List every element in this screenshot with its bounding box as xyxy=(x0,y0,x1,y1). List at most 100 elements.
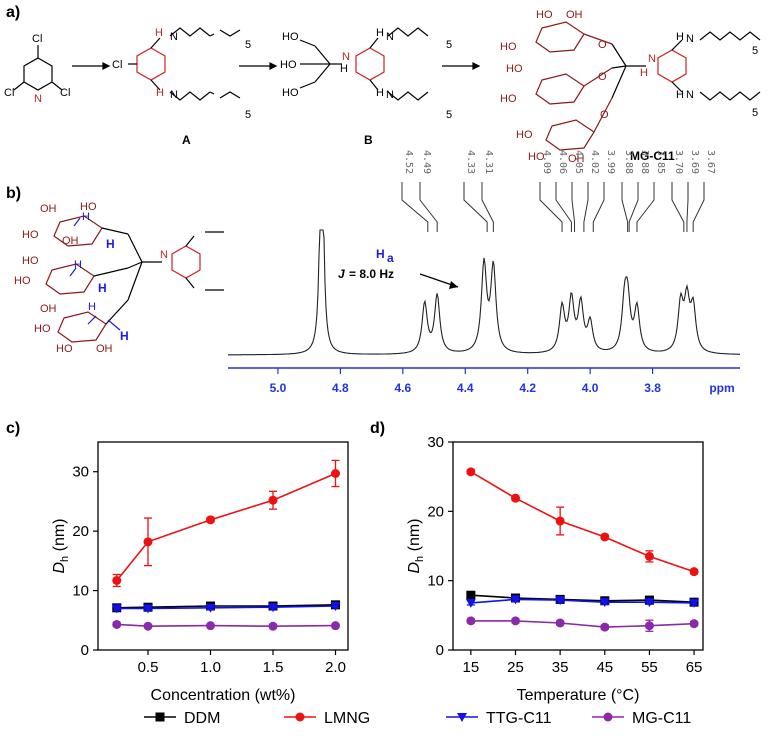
data-point-lmng xyxy=(511,493,520,503)
y-axis-symbol: D xyxy=(406,562,423,574)
nmr-peak-label: 3.69 xyxy=(689,150,700,174)
series-line-lmng xyxy=(470,471,695,573)
x-tick-label: 35 xyxy=(552,659,569,676)
data-point-lmng xyxy=(143,537,153,547)
synthesis-scheme xyxy=(13,21,761,151)
data-point-ttg-c11 xyxy=(644,598,655,608)
atom-ho: HO xyxy=(56,343,73,355)
data-point-ttg-c11 xyxy=(689,598,700,608)
chain-repeat: 5 xyxy=(245,109,251,121)
legend: DDM LMNG TTG-C11 MG-C11 xyxy=(144,710,691,727)
nmr-tick-label: 4.8 xyxy=(332,381,349,395)
atom-ho: HO xyxy=(34,323,51,335)
atom-oh: OH xyxy=(40,203,57,215)
data-point-ttg-c11 xyxy=(330,602,341,612)
data-point-lmng xyxy=(112,575,122,585)
nmr-tick-label: 3.8 xyxy=(644,381,661,395)
x-axis-label: Temperature (°C) xyxy=(517,687,640,704)
atom-oh: OH xyxy=(568,153,585,165)
legend-marker-lmng xyxy=(295,712,305,722)
x-tick-label: 2.0 xyxy=(325,659,346,676)
nmr-peak-leader xyxy=(571,182,576,232)
data-point-mg-c11 xyxy=(689,619,699,629)
x-axis-label: Concentration (wt%) xyxy=(151,687,296,704)
atom-h: H xyxy=(155,27,163,39)
y-axis-symbol: D xyxy=(51,562,68,574)
atom-ho: HO xyxy=(14,275,31,287)
nmr-ha-label: H xyxy=(376,247,385,261)
data-point-mg-c11 xyxy=(644,621,654,631)
cyanuric-chloride-structure xyxy=(13,45,63,91)
ha-label: H xyxy=(98,281,107,295)
atom-n: N xyxy=(648,53,656,65)
nmr-peak-label: 3.99 xyxy=(605,150,616,174)
nmr-axis-unit: ppm xyxy=(709,381,734,395)
compound-label-b: B xyxy=(364,133,373,147)
y-tick-label: 10 xyxy=(427,573,444,590)
data-point-ttg-c11 xyxy=(599,598,610,608)
x-tick-label: 1.0 xyxy=(200,659,221,676)
ha-label: H xyxy=(106,237,115,251)
y-axis-subscript: h xyxy=(414,556,426,562)
nmr-tick-label: 4.6 xyxy=(394,381,411,395)
data-point-lmng xyxy=(555,516,565,526)
x-tick-label: 25 xyxy=(507,659,524,676)
y-axis-label: Dh (nm) xyxy=(406,518,426,573)
data-point-ttg-c11 xyxy=(268,603,278,613)
nmr-j-value: = 8.0 Hz xyxy=(349,267,394,281)
nmr-spectrum: 5.0 4.8 4.6 4.4 4.2 4.0 3.8 ppm 4.52 4.49 4.33 4.31… xyxy=(228,150,740,395)
data-point-ddm xyxy=(466,590,476,600)
compound-a-structure xyxy=(128,27,241,101)
atom-h: H xyxy=(376,27,384,39)
atom-h: H xyxy=(88,301,96,313)
atom-ho: HO xyxy=(500,93,517,105)
data-point-ttg-c11 xyxy=(205,603,216,613)
data-point-lmng xyxy=(331,468,340,478)
compound-label-a: A xyxy=(182,133,191,147)
x-tick-label: 65 xyxy=(686,659,703,676)
atom-nh: NH xyxy=(200,227,216,239)
chain-repeat: 5 xyxy=(752,107,758,119)
scheme-labels: Cl Cl Cl N Cl H H N N 5 5 A HO HO HO H N… xyxy=(4,9,758,165)
nmr-peak-label: 4.52 xyxy=(403,150,414,174)
data-point-mg-c11 xyxy=(466,616,476,626)
x-tick-label: 1.5 xyxy=(263,659,284,676)
atom-ho: HO xyxy=(516,129,533,141)
atom-n: N xyxy=(160,249,168,261)
atom-oh: OH xyxy=(40,303,57,315)
panel-label-a: a) xyxy=(6,4,20,21)
nmr-peak-label: 4.33 xyxy=(465,150,476,174)
x-tick-label: 0.5 xyxy=(138,659,159,676)
legend-label-ddm: DDM xyxy=(184,710,220,727)
x-tick-label: 55 xyxy=(641,659,658,676)
series-line-ddm xyxy=(470,594,695,603)
nmr-peak-label: 3.88 xyxy=(639,150,650,174)
chain-repeat: 5 xyxy=(446,109,452,121)
x-tick-label: 45 xyxy=(596,659,613,676)
data-point-mg-c11 xyxy=(331,621,340,631)
y-tick-label: 10 xyxy=(72,583,89,600)
nmr-tick-label: 4.2 xyxy=(519,381,536,395)
atom-h: H xyxy=(82,211,90,223)
series-line-mg-c11 xyxy=(470,620,695,628)
y-tick-label: 30 xyxy=(72,464,89,481)
nmr-peak-label: 4.02 xyxy=(589,150,600,174)
panel-label-b: b) xyxy=(6,185,21,202)
chain-repeat: 5 xyxy=(446,39,452,51)
atom-cl: Cl xyxy=(4,87,14,99)
atom-ho: HO xyxy=(280,59,297,71)
y-tick-label: 20 xyxy=(427,503,444,520)
nmr-peak-leader xyxy=(555,182,572,232)
reaction-arrow-2 xyxy=(239,62,278,70)
atom-o: O xyxy=(598,39,607,51)
nmr-peak-label: 4.06 xyxy=(557,150,568,174)
data-point-lmng xyxy=(268,495,278,505)
legend-marker-mg-c11 xyxy=(603,712,613,722)
nmr-peak-label: 4.05 xyxy=(573,150,584,174)
atom-ho: HO xyxy=(506,63,523,75)
nmr-peak-leader xyxy=(481,182,494,232)
data-point-mg-c11 xyxy=(555,618,565,628)
legend-marker-ddm xyxy=(155,712,165,722)
nmr-peak-leader xyxy=(592,182,605,232)
